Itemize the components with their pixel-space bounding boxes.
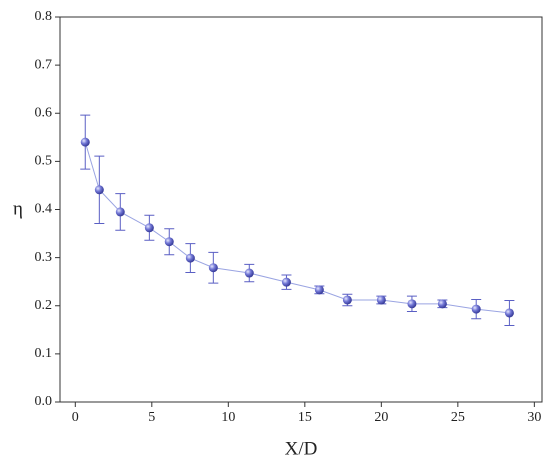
data-point xyxy=(376,295,386,305)
data-point xyxy=(437,299,447,309)
plot-frame xyxy=(59,16,543,403)
x-tick-label: 5 xyxy=(148,410,155,425)
y-tick-label: 0.2 xyxy=(35,298,53,313)
data-point xyxy=(144,223,154,233)
x-axis-label: X/D xyxy=(285,438,318,459)
data-point xyxy=(314,285,324,295)
data-point xyxy=(208,263,218,273)
series-line xyxy=(84,141,510,314)
y-tick-label: 0.4 xyxy=(35,202,53,217)
y-tick-label: 0.8 xyxy=(35,9,53,24)
y-tick-label: 0.6 xyxy=(35,105,53,120)
x-tick-label: 20 xyxy=(374,410,388,425)
data-point xyxy=(80,137,90,147)
x-tick-label: 0 xyxy=(72,410,79,425)
data-point xyxy=(407,299,417,309)
x-tick-label: 30 xyxy=(527,410,541,425)
data-point xyxy=(342,295,352,305)
y-axis-label: η xyxy=(13,198,23,219)
data-point xyxy=(185,253,195,263)
data-point xyxy=(281,277,291,287)
data-point xyxy=(504,308,514,318)
y-tick-label: 0.1 xyxy=(35,346,53,361)
y-tick-label: 0.3 xyxy=(35,250,53,265)
y-tick-label: 0.7 xyxy=(35,57,53,72)
x-tick-label: 15 xyxy=(298,410,312,425)
x-tick-label: 10 xyxy=(221,410,235,425)
data-point xyxy=(244,268,254,278)
data-point xyxy=(115,207,125,217)
y-tick-label: 0.0 xyxy=(35,394,53,409)
x-tick-label: 25 xyxy=(451,410,465,425)
data-point xyxy=(164,237,174,247)
data-point xyxy=(471,304,481,314)
y-tick-label: 0.5 xyxy=(35,154,53,169)
data-point xyxy=(94,185,104,195)
